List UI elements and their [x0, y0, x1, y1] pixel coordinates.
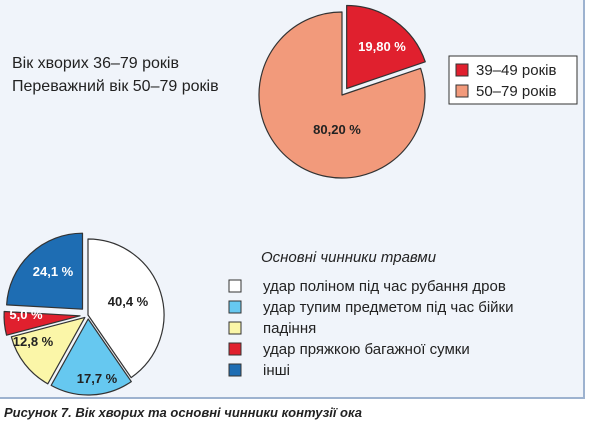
cause-pie-slice-3: [10, 316, 86, 385]
cause-pie-slice-label-1: 40,4 %: [108, 294, 149, 309]
predominant-age-text: Переважний вік 50–79 років: [12, 78, 219, 95]
cause-pie-slice-label-5: 24,1 %: [33, 264, 74, 279]
age-legend-label-1: 39–49 років: [476, 62, 556, 79]
cause-legend-label-2: удар тупим предметом під час бійки: [263, 299, 513, 316]
cause-legend-swatch-5: [228, 363, 242, 377]
charts-canvas: 19,80 % 80,20 % 39–49 років 50–79 років 40,4…: [3, 4, 578, 396]
age-legend-swatch-1: [455, 63, 469, 77]
cause-legend-swatch-2: [228, 300, 242, 314]
age-legend-label-2: 50–79 років: [476, 83, 556, 100]
cause-legend-swatch-3: [228, 321, 242, 335]
cause-pie-slice-2: [50, 318, 132, 396]
age-pie-slice-2: [258, 11, 426, 179]
cause-legend-label-4: удар пряжкою багажної сумки: [263, 341, 470, 358]
cause-pie-slice-5: [6, 232, 84, 310]
age-legend-box: [448, 55, 578, 105]
cause-pie-slice-label-3: 12,8 %: [13, 334, 54, 349]
cause-legend-label-1: удар поліном під час рубання дров: [263, 278, 506, 295]
age-pie-slice-label-1: 19,80 %: [358, 39, 406, 54]
age-range-text: Вік хворих 36–79 років: [12, 55, 179, 72]
cause-pie-slice-label-4: 5,0 %: [9, 307, 43, 322]
cause-legend-label-5: інші: [263, 362, 290, 379]
cause-legend-title: Основні чинники травми: [261, 249, 437, 266]
cause-pie-slice-1: [87, 238, 165, 379]
cause-legend-swatch-1: [228, 279, 242, 293]
cause-legend-label-3: падіння: [263, 320, 316, 337]
age-pie-slice-label-2: 80,20 %: [313, 122, 361, 137]
cause-pie-slice-label-2: 17,7 %: [77, 371, 118, 386]
cause-legend-swatch-4: [228, 342, 242, 356]
cause-pie-slice-4: [3, 310, 81, 336]
age-legend-swatch-2: [455, 84, 469, 98]
figure-caption: Рисунок 7. Вік хворих та основні чинники…: [4, 405, 362, 420]
age-pie-slice-1: [346, 4, 426, 90]
